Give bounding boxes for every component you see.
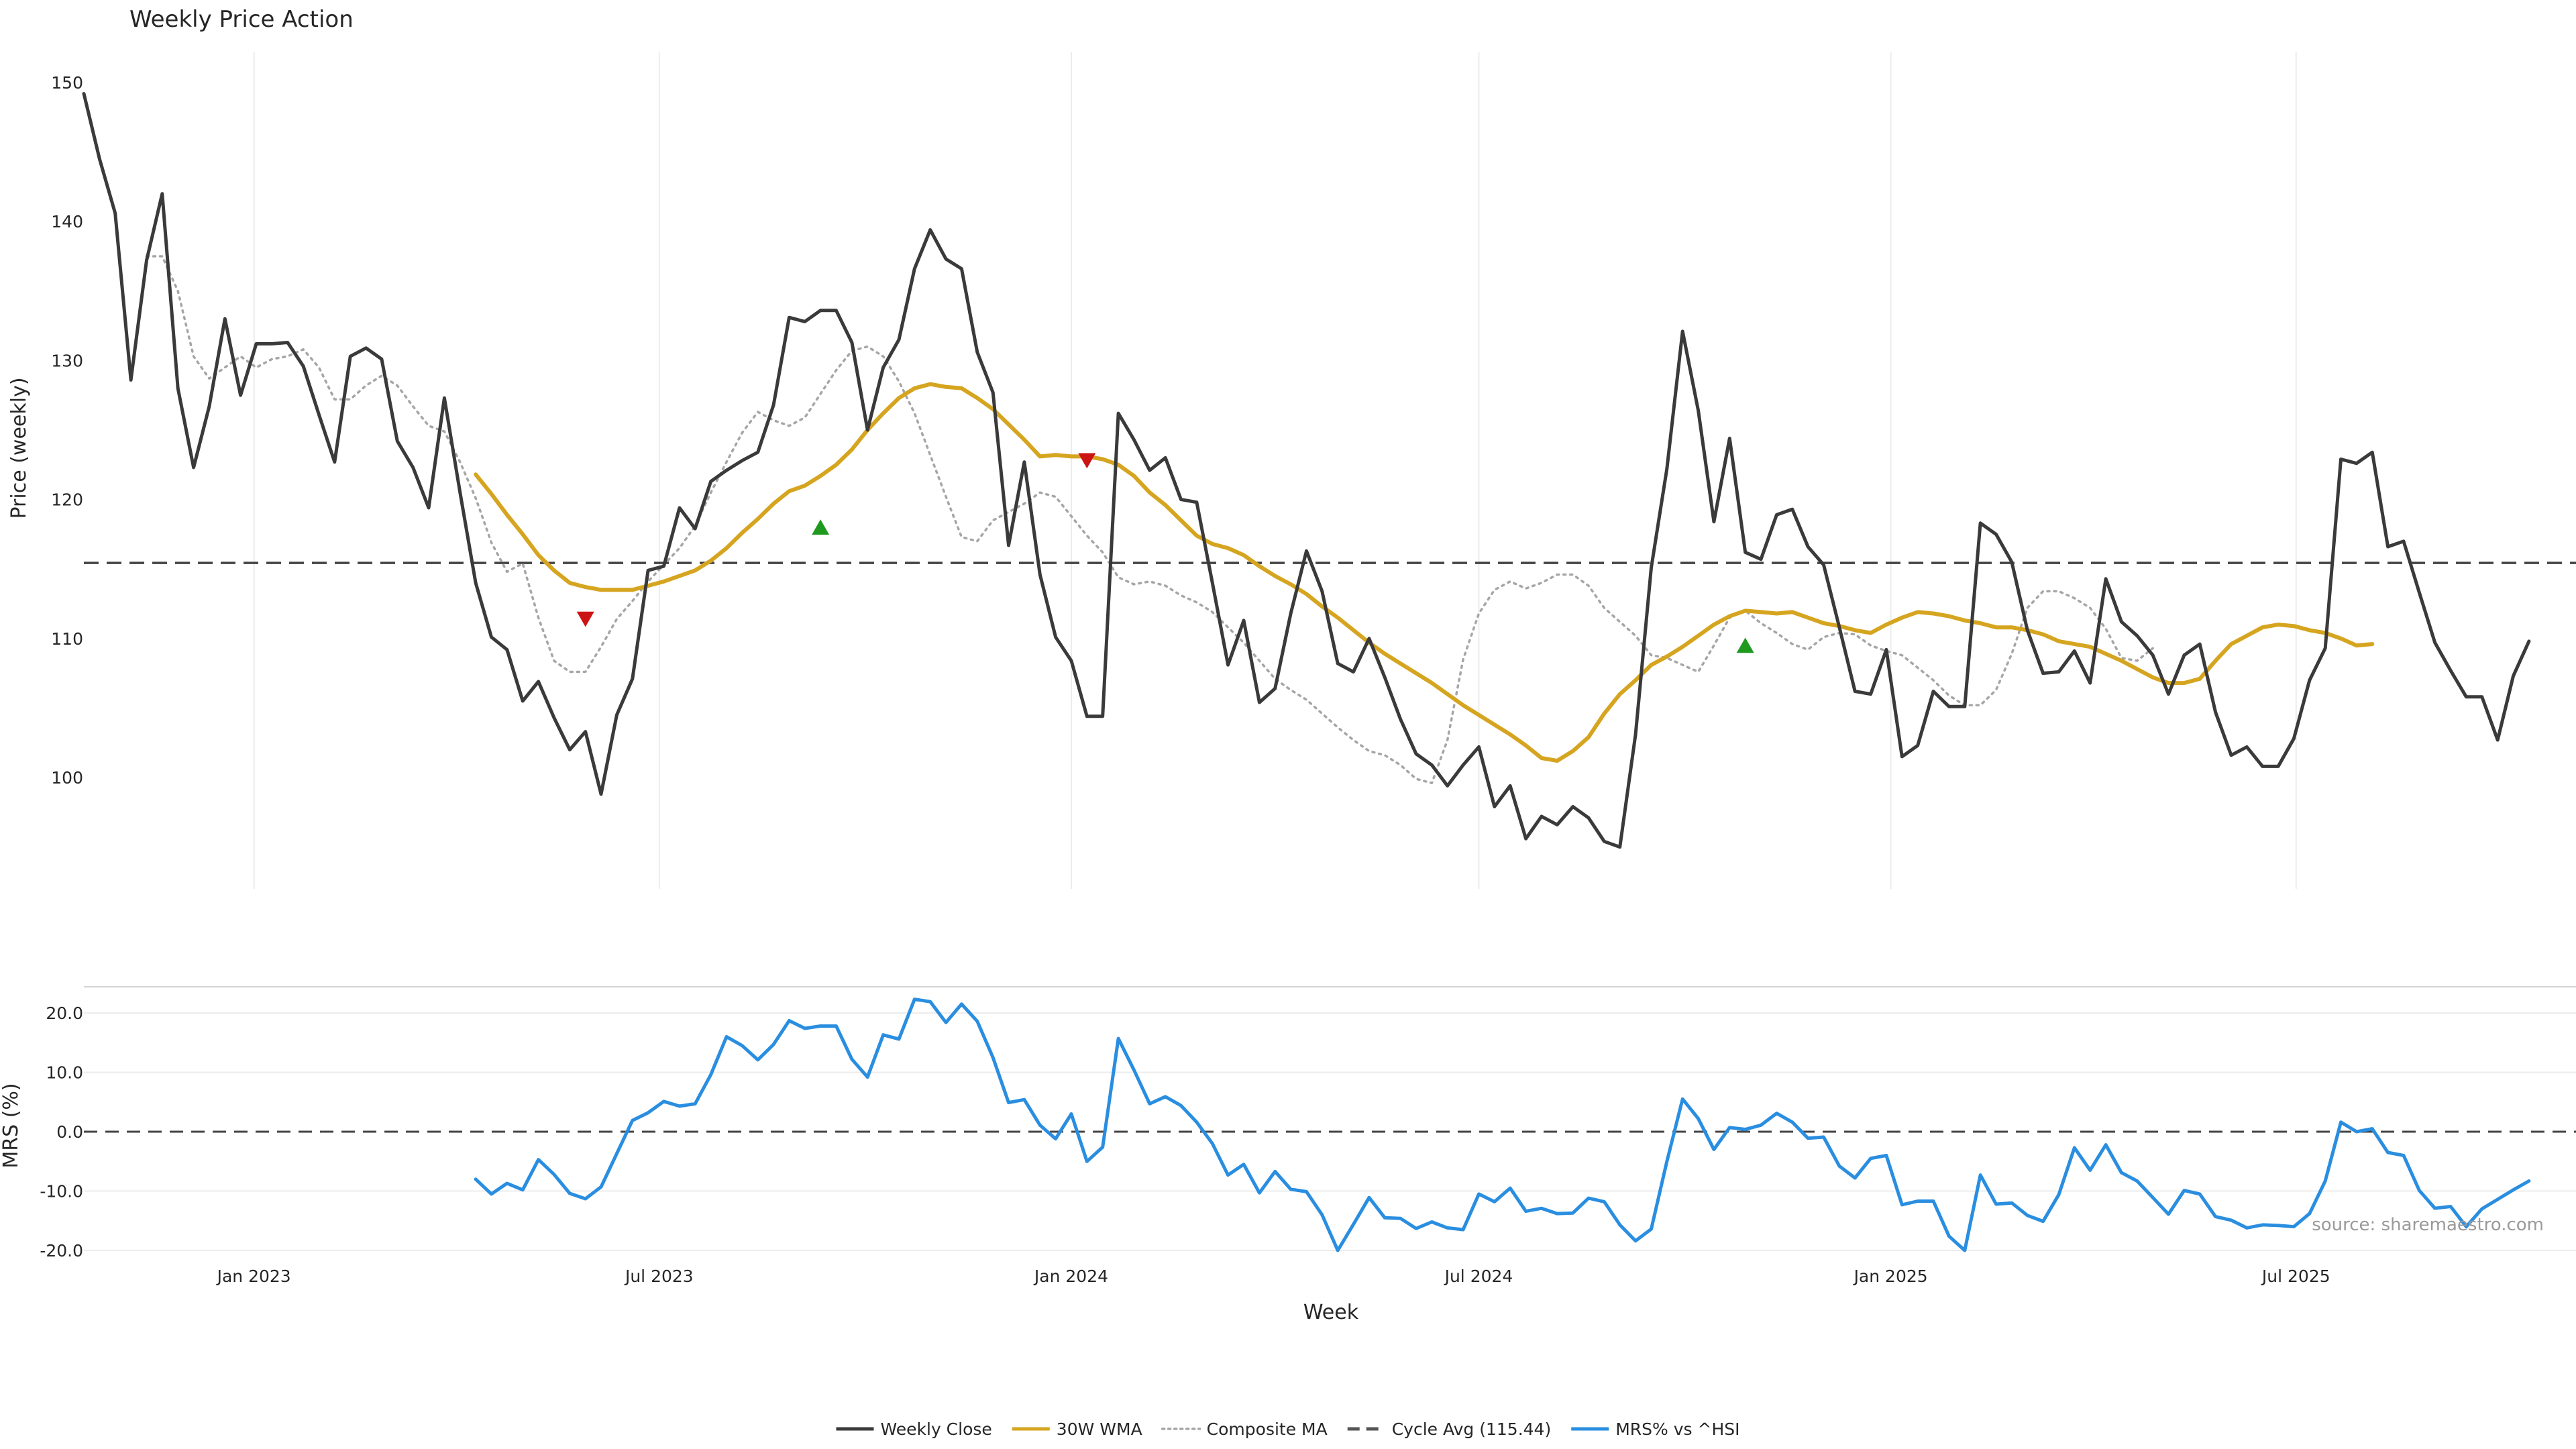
x-tick-label: Jan 2024	[1033, 1267, 1108, 1286]
mrs-y-axis-label: MRS (%)	[0, 1083, 23, 1168]
sell-signal-marker	[1078, 453, 1096, 469]
weekly-close-line	[82, 92, 2531, 849]
x-ticks: Jan 2023 Jul 2023 Jan 2024 Jul 2024 Jan 2025…	[216, 1267, 2330, 1286]
legend-item: Weekly Close	[836, 1419, 992, 1439]
legend: Weekly Close 30W WMA Composite MA Cycle Avg…	[836, 1419, 1740, 1439]
mrs-grid	[84, 1012, 2576, 1251]
x-tick-label: Jul 2023	[624, 1267, 694, 1286]
legend-item: Cycle Avg (115.44)	[1347, 1419, 1552, 1439]
price-y-axis-label: Price (weekly)	[7, 377, 31, 519]
x-tick-label: Jan 2023	[216, 1267, 291, 1286]
mrs-vs-hsi-line	[474, 998, 2531, 1252]
x-tick-label: Jul 2025	[2261, 1267, 2330, 1286]
legend-label: 30W WMA	[1057, 1419, 1142, 1439]
mrs-y-tick-label: 0.0	[56, 1122, 83, 1142]
price-grid	[253, 52, 2297, 889]
legend-label: MRS% vs ^HSI	[1615, 1419, 1739, 1439]
mrs-panel: 20.010.00.0-10.0-20.0 Jan 2023 Jul 2023 Ja…	[0, 986, 2576, 1324]
30w-wma-line	[474, 382, 2375, 763]
price-y-tick-label: 110	[51, 629, 83, 649]
mrs-y-tick-label: 20.0	[46, 1004, 83, 1023]
chart-title: Weekly Price Action	[129, 6, 354, 33]
buy-signal-marker	[812, 519, 830, 535]
source-watermark: source: sharemaestro.com	[2312, 1215, 2544, 1235]
x-tick-label: Jul 2024	[1444, 1267, 1513, 1286]
buy-signal-marker	[1736, 637, 1754, 653]
price-y-tick-label: 100	[51, 768, 83, 788]
x-tick-label: Jan 2025	[1853, 1267, 1928, 1286]
legend-label: Composite MA	[1207, 1419, 1328, 1439]
legend-item: 30W WMA	[1012, 1419, 1142, 1439]
price-y-tick-label: 140	[51, 212, 83, 231]
legend-item: MRS% vs ^HSI	[1571, 1419, 1740, 1439]
mrs-y-tick-label: -20.0	[40, 1241, 83, 1260]
price-y-tick-label: 150	[51, 73, 83, 93]
price-y-ticks: 100 110 120 130 140 150	[51, 73, 83, 788]
legend-label: Cycle Avg (115.44)	[1392, 1419, 1552, 1439]
legend-label: Weekly Close	[881, 1419, 992, 1439]
price-y-tick-label: 120	[51, 490, 83, 510]
signal-markers	[576, 453, 1754, 653]
legend-item: Composite MA	[1161, 1419, 1328, 1439]
mrs-y-tick-label: 10.0	[46, 1063, 83, 1083]
price-panel: 100 110 120 130 140 150 Weekly Price Action P…	[7, 6, 2576, 889]
price-y-tick-label: 130	[51, 351, 83, 370]
x-axis-label: Week	[1303, 1301, 1359, 1324]
sell-signal-marker	[576, 611, 594, 627]
mrs-series	[474, 998, 2531, 1252]
mrs-y-ticks: 20.0 10.0 0.0 -10.0 -20.0	[40, 1004, 83, 1260]
price-series	[82, 92, 2531, 849]
mrs-y-tick-label: -10.0	[40, 1182, 83, 1201]
